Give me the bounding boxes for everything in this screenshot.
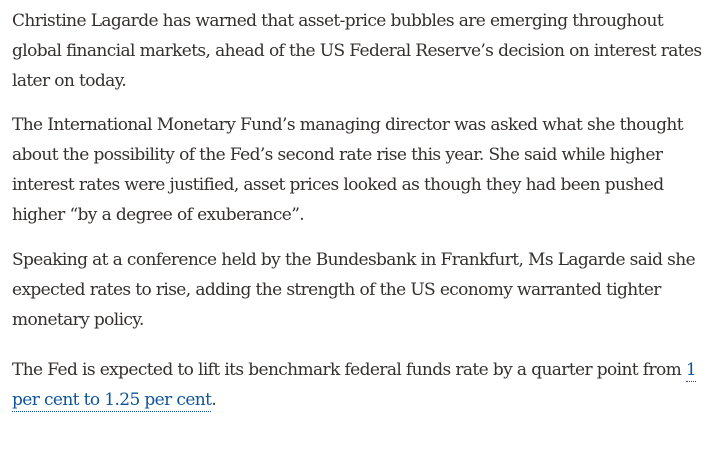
rate-link-text: 1 [685, 360, 697, 380]
paragraph-line: per cent to 1.25 per cent. [12, 385, 217, 415]
paragraph-line: about the possibility of the Fed’s secon… [12, 145, 663, 165]
paragraph-line: global financial markets, ahead of the U… [12, 41, 702, 61]
paragraph-line: monetary policy. [12, 310, 144, 330]
paragraph-line: Speaking at a conference held by the Bun… [12, 250, 696, 270]
paragraph-text: The Fed is expected to lift its benchmar… [12, 360, 686, 380]
paragraph-line: The International Monetary Fund’s managi… [12, 115, 684, 135]
rate-link-text: per cent to 1.25 per cent [12, 390, 212, 410]
paragraph-text: . [211, 390, 217, 410]
paragraph-line: The Fed is expected to lift its benchmar… [12, 355, 697, 385]
paragraph-line: interest rates were justified, asset pri… [12, 175, 664, 195]
rate-link-continued[interactable]: per cent to 1.25 per cent [12, 390, 212, 412]
paragraph-line: expected rates to rise, adding the stren… [12, 280, 661, 300]
paragraph-line: later on today. [12, 71, 127, 91]
paragraph-line: higher “by a degree of exuberance”. [12, 205, 305, 225]
rate-link[interactable]: 1 [685, 360, 697, 382]
paragraph-line: Christine Lagarde has warned that asset-… [12, 11, 664, 31]
